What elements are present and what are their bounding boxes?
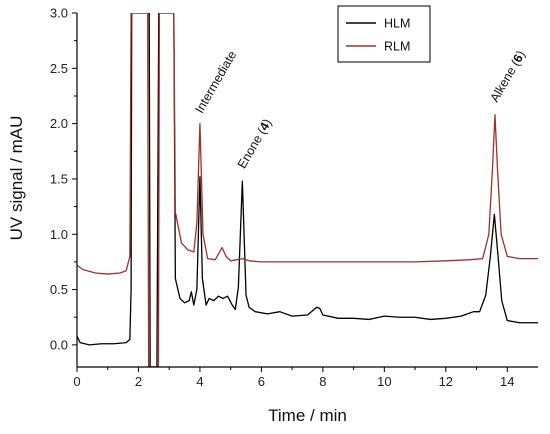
series-line-hlm — [77, 13, 538, 367]
annotation-0: Intermediate — [192, 48, 239, 115]
annotation-close: ) — [514, 48, 528, 59]
x-tick-label-8: 8 — [319, 374, 326, 389]
plot-marks: 0 2 4 6 8 10 12 14 0.0 0.5 1.0 1.5 2.0 2.5 3.0 Intermed… — [50, 5, 538, 389]
series-line-rlm — [77, 13, 538, 367]
y-tick-label-0.5: 0.5 — [50, 282, 68, 297]
annotation-text: Alkene ( — [487, 57, 522, 104]
y-tick-label-2: 2.0 — [50, 116, 68, 131]
legend-label-rlm: RLM — [384, 40, 410, 54]
x-tick-label-14: 14 — [500, 374, 514, 389]
annotation-text: Intermediate — [192, 48, 239, 115]
x-tick-label-12: 12 — [439, 374, 453, 389]
y-tick-label-1.5: 1.5 — [50, 171, 68, 186]
x-tick-label-6: 6 — [258, 374, 265, 389]
x-axis-title: Time / min — [268, 406, 347, 425]
x-tick-label-0: 0 — [73, 374, 80, 389]
x-tick-label-4: 4 — [196, 374, 203, 389]
y-tick-label-3: 3.0 — [50, 6, 68, 21]
x-tick-label-10: 10 — [377, 374, 391, 389]
legend-label-hlm: HLM — [384, 17, 410, 31]
annotation-1: Enone (4) — [235, 116, 275, 171]
x-tick-label-2: 2 — [135, 374, 142, 389]
legend-box — [337, 5, 431, 63]
annotation-2: Alkene (6) — [487, 48, 528, 104]
y-tick-label-2.5: 2.5 — [50, 61, 68, 76]
annotation-close: ) — [260, 116, 274, 127]
y-tick-label-0: 0.0 — [50, 337, 68, 352]
annotation-text: Enone ( — [235, 125, 269, 171]
y-tick-label-1: 1.0 — [50, 227, 68, 242]
y-axis-title: UV signal / mAU — [7, 116, 26, 241]
